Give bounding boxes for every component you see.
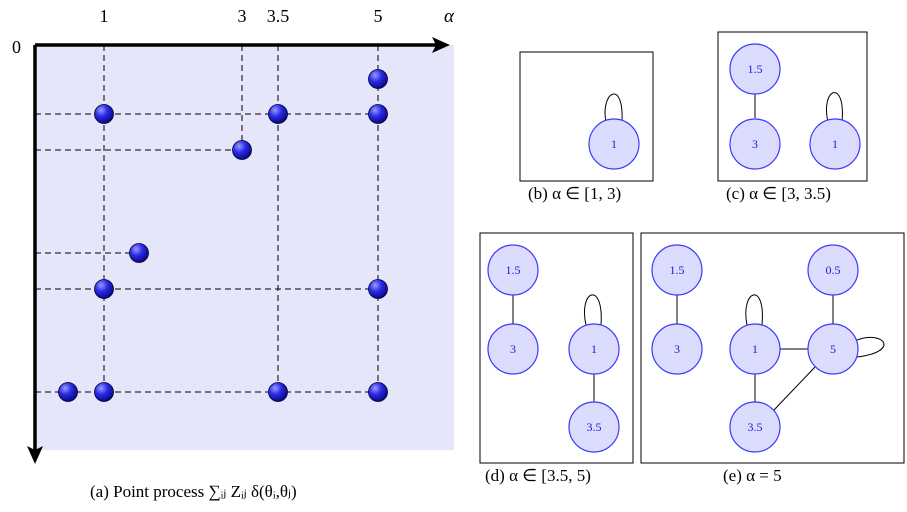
node-label: 3 <box>752 137 758 151</box>
graph-node: 5 <box>807 323 859 375</box>
self-loop-edge <box>604 93 623 123</box>
graph-node: 1 <box>729 323 781 375</box>
atom-point <box>368 382 388 402</box>
graph-node: 0.5 <box>807 244 859 296</box>
atom-point <box>94 382 114 402</box>
graph-node: 3 <box>487 323 539 375</box>
node-label: 3 <box>510 342 516 356</box>
graph-node: 1.5 <box>729 43 781 95</box>
atom-point <box>94 279 114 299</box>
graph-node: 1.5 <box>651 244 703 296</box>
graph-edge <box>773 366 816 411</box>
node-label: 0.5 <box>826 263 841 277</box>
node-label: 1.5 <box>506 263 521 277</box>
graph-node: 1.5 <box>487 244 539 296</box>
node-label: 1.5 <box>748 62 763 76</box>
dashed-guides <box>35 45 379 393</box>
tick-label-3-5: 3.5 <box>267 6 290 26</box>
node-label: 1 <box>611 137 617 151</box>
self-loop-edge <box>584 294 602 326</box>
atom-point <box>268 104 288 124</box>
tick-label-5: 5 <box>374 6 383 26</box>
origin-label: 0 <box>12 37 21 57</box>
node-label: 1 <box>752 342 758 356</box>
caption-e: (e) α = 5 <box>723 466 782 485</box>
graph-node: 3 <box>729 118 781 170</box>
graph-node: 1 <box>809 118 861 170</box>
caption-c: (c) α ∈ [3, 3.5) <box>726 184 831 203</box>
self-loop-edge <box>856 336 885 358</box>
atom-point <box>129 243 149 263</box>
panel-b: 1 (b) α ∈ [1, 3) <box>519 51 654 203</box>
graph-node: 3 <box>651 323 703 375</box>
graph-node: 1 <box>568 323 620 375</box>
caption-b: (b) α ∈ [1, 3) <box>528 184 621 203</box>
panel-a: 0 1 3 3.5 5 α (a) Point process ∑ᵢⱼ Zᵢⱼ … <box>12 6 455 501</box>
node-label: 1 <box>832 137 838 151</box>
panel-c: 1.5 3 1 (c) α ∈ [3, 3.5) <box>717 31 868 203</box>
alpha-axis-label: α <box>444 6 455 27</box>
caption-d: (d) α ∈ [3.5, 5) <box>485 466 591 485</box>
node-label: 3 <box>674 342 680 356</box>
panel-e: 1.5 3 1 3.5 0.5 5 (e) α = 5 <box>640 232 905 485</box>
node-label: 5 <box>830 342 836 356</box>
node-label: 3.5 <box>587 420 602 434</box>
atom-point <box>232 140 252 160</box>
y-axis-arrowhead <box>27 446 43 464</box>
atom-point <box>94 104 114 124</box>
tick-label-3: 3 <box>238 6 247 26</box>
x-axis-arrowhead <box>432 37 450 53</box>
atom-point <box>58 382 78 402</box>
atoms <box>58 69 388 402</box>
tick-label-1: 1 <box>100 6 109 26</box>
atom-point <box>268 382 288 402</box>
node-label: 3.5 <box>748 420 763 434</box>
graph-node: 3.5 <box>729 401 781 453</box>
atom-point <box>368 279 388 299</box>
caption-a: (a) Point process ∑ᵢⱼ Zᵢⱼ δ(θᵢ,θⱼ) <box>90 482 297 501</box>
atom-point <box>368 104 388 124</box>
self-loop-edge <box>826 92 843 123</box>
self-loop-edge <box>745 294 763 326</box>
node-label: 1.5 <box>670 263 685 277</box>
panel-b-frame <box>519 51 654 182</box>
graph-node: 1 <box>588 118 640 170</box>
panel-d: 1.5 3 1 3.5 (d) α ∈ [3.5, 5) <box>479 232 634 485</box>
graph-node: 3.5 <box>568 401 620 453</box>
node-label: 1 <box>591 342 597 356</box>
atom-point <box>368 69 388 89</box>
